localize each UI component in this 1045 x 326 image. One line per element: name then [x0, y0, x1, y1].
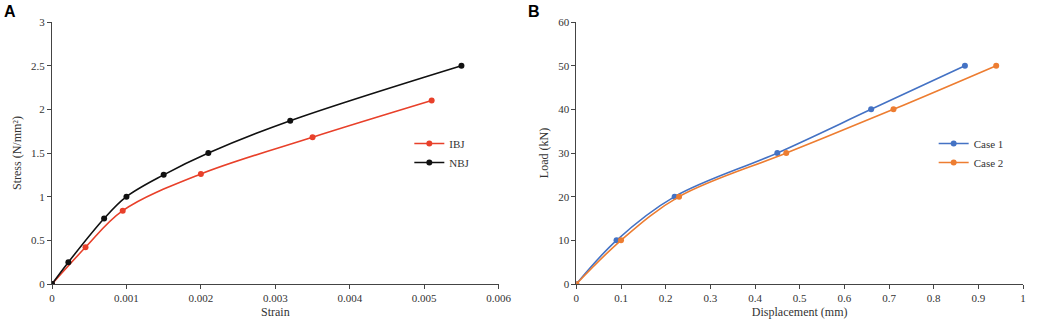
svg-text:0.006: 0.006: [486, 292, 511, 304]
svg-text:1: 1: [1020, 292, 1026, 304]
svg-text:40: 40: [558, 103, 570, 115]
svg-text:Case 1: Case 1: [974, 138, 1004, 150]
svg-text:1: 1: [39, 191, 45, 203]
svg-text:Displacement (mm): Displacement (mm): [752, 305, 848, 319]
svg-text:0: 0: [574, 292, 580, 304]
svg-text:0.003: 0.003: [263, 292, 288, 304]
svg-text:Load (kN): Load (kN): [537, 128, 551, 178]
svg-text:3: 3: [39, 16, 45, 28]
svg-text:A: A: [4, 3, 16, 20]
svg-text:Strain: Strain: [261, 305, 290, 319]
svg-text:0.5: 0.5: [31, 234, 45, 246]
svg-text:0.002: 0.002: [189, 292, 214, 304]
svg-text:0: 0: [39, 278, 45, 290]
svg-text:0.001: 0.001: [114, 292, 139, 304]
svg-text:0.1: 0.1: [614, 292, 628, 304]
svg-text:2: 2: [39, 103, 45, 115]
svg-text:0.005: 0.005: [412, 292, 437, 304]
svg-text:IBJ: IBJ: [449, 138, 465, 150]
svg-text:0.6: 0.6: [837, 292, 851, 304]
svg-text:Stress (N/mm²): Stress (N/mm²): [10, 116, 24, 190]
svg-text:0.004: 0.004: [337, 292, 362, 304]
svg-text:0: 0: [564, 278, 570, 290]
svg-text:0.3: 0.3: [703, 292, 717, 304]
svg-text:20: 20: [558, 191, 570, 203]
svg-text:10: 10: [558, 234, 570, 246]
svg-text:60: 60: [558, 16, 570, 28]
svg-text:0.9: 0.9: [971, 292, 985, 304]
svg-text:0: 0: [49, 292, 55, 304]
svg-text:B: B: [528, 3, 540, 20]
svg-text:50: 50: [558, 60, 570, 72]
svg-text:1.5: 1.5: [31, 147, 45, 159]
svg-text:30: 30: [558, 147, 570, 159]
svg-text:2.5: 2.5: [31, 60, 45, 72]
svg-text:0.4: 0.4: [748, 292, 762, 304]
svg-text:0.7: 0.7: [882, 292, 896, 304]
svg-text:NBJ: NBJ: [449, 157, 469, 169]
svg-text:0.8: 0.8: [927, 292, 941, 304]
svg-text:Case 2: Case 2: [974, 157, 1004, 169]
svg-text:0.2: 0.2: [659, 292, 673, 304]
svg-text:0.5: 0.5: [793, 292, 807, 304]
